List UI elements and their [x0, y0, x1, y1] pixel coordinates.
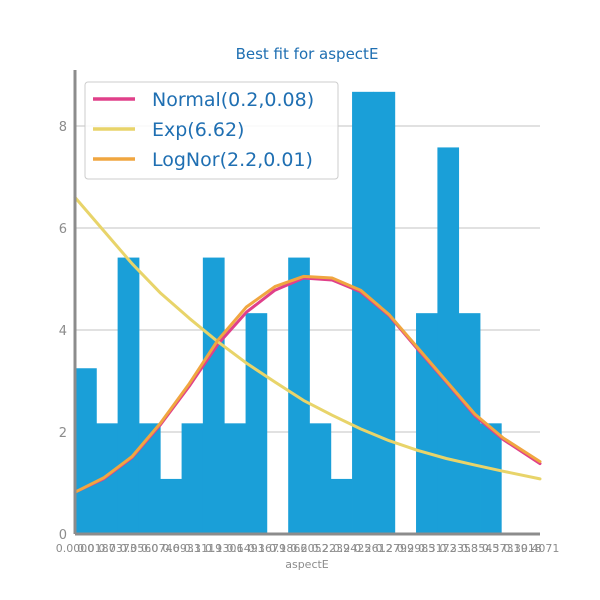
histogram-bar [202, 257, 225, 534]
legend-label: Normal(0.2,0.08) [152, 89, 314, 111]
x-tick-label: 0.3918 [503, 542, 542, 555]
histogram-bars [75, 91, 502, 535]
x-axis-label: aspectE [285, 558, 329, 571]
x-tick-label: 0.1866 [269, 542, 308, 555]
x-tick-label: 0.0000 [56, 542, 95, 555]
x-tick-labels: 0.00000.01870.03730.05600.07460.09330.11… [56, 542, 560, 555]
y-tick-labels: 0 2 4 6 8 [59, 120, 67, 543]
legend-box [84, 81, 339, 180]
fit-curves [73, 195, 542, 494]
legend: Normal(0.2,0.08) Exp(6.62) LogNor(2.2,0.01… [84, 81, 339, 180]
histogram-bar [330, 478, 353, 534]
chart-title: Best fit for aspectE [236, 45, 379, 63]
histogram-bar [181, 423, 204, 534]
x-tick-label: 0.4071 [521, 542, 560, 555]
x-tick-label: 0.2239 [312, 542, 351, 555]
fit-curve-line [73, 274, 542, 494]
x-tick-label: 0.3358 [439, 542, 478, 555]
fit-curve-line [73, 195, 542, 481]
y-tick-label: 0 [59, 528, 67, 543]
histogram-bar [437, 147, 460, 535]
histogram-bar [138, 423, 161, 534]
x-tick-label: 0.0560 [120, 542, 159, 555]
legend-label: LogNor(2.2,0.01) [152, 149, 313, 171]
legend-label: Exp(6.62) [152, 119, 244, 141]
x-tick-label: 0.1679 [248, 542, 287, 555]
x-tick-label: 0.1493 [226, 542, 265, 555]
x-tick-label: 0.2985 [397, 542, 436, 555]
x-tick-label: 0.0187 [77, 542, 116, 555]
histogram-bar [480, 423, 502, 534]
x-tick-label: 0.2799 [376, 542, 415, 555]
x-tick-label: 0.0746 [141, 542, 180, 555]
x-tick-label: 0.0373 [98, 542, 137, 555]
y-tick-label: 2 [59, 426, 67, 441]
y-tick-label: 4 [59, 324, 67, 339]
x-tick-label: 0.1119 [184, 542, 223, 555]
histogram-bar [309, 423, 332, 534]
x-tick-label: 0.3731 [482, 542, 521, 555]
y-tick-label: 6 [59, 222, 67, 237]
x-tick-label: 0.3545 [461, 542, 500, 555]
y-tick-label: 8 [59, 120, 67, 135]
histogram-bar [416, 313, 438, 534]
histogram-bar [224, 423, 246, 534]
histogram-bar [117, 257, 140, 534]
axes [73, 70, 540, 536]
histogram-bar [352, 91, 374, 534]
histogram-bar [458, 313, 481, 534]
x-tick-label: 0.3172 [418, 542, 457, 555]
histogram-bar [96, 423, 119, 534]
x-tick-label: 0.1306 [205, 542, 244, 555]
x-tick-label: 0.0933 [162, 542, 201, 555]
histogram-bar [160, 478, 182, 534]
histogram-bar [75, 368, 97, 534]
x-tick-label: 0.2052 [290, 542, 329, 555]
x-tick-label: 0.2612 [354, 542, 393, 555]
histogram-bar [245, 313, 268, 534]
x-tick-label: 0.2425 [333, 542, 372, 555]
